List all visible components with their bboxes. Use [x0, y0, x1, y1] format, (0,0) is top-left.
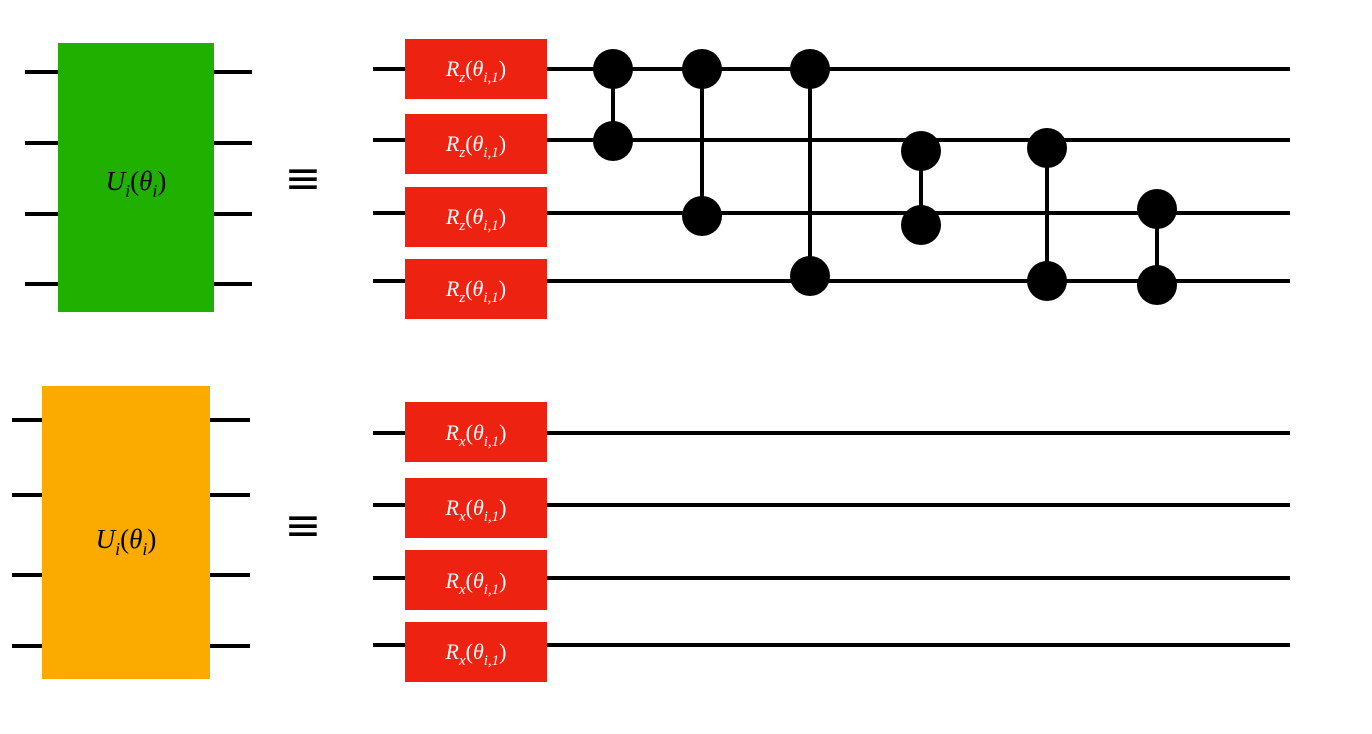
control-dot — [901, 205, 941, 245]
rz-gate-box — [405, 114, 547, 174]
control-dot — [790, 256, 830, 296]
circuit-block-top: Ui(θi) ≡ Rz(θi,1) Rz(θi,1) Rz(θi,1) Rz(θ… — [25, 39, 1290, 319]
unitary-block-orange — [42, 386, 210, 679]
control-dot — [1137, 189, 1177, 229]
control-dot — [901, 131, 941, 171]
cz-gate-q2-q3 — [901, 131, 941, 245]
cz-gate-q2-q4 — [1027, 128, 1067, 301]
unitary-label-top: Ui(θi) — [106, 166, 167, 201]
rz-gate-1: Rz(θi,1) — [405, 39, 547, 99]
rx-gate-label: Rx(θi,1) — [444, 639, 506, 669]
circuit-wires-top — [373, 67, 1290, 283]
rx-gate-4: Rx(θi,1) — [405, 622, 547, 682]
rx-gate-box — [405, 478, 547, 538]
equivalence-symbol-bottom: ≡ — [285, 500, 322, 551]
equivalence-symbol-top: ≡ — [285, 153, 322, 204]
rz-gate-box — [405, 259, 547, 319]
rx-gate-box — [405, 550, 547, 610]
control-dot — [682, 196, 722, 236]
rx-gate-box — [405, 402, 547, 462]
rx-gate-box — [405, 622, 547, 682]
rz-gate-box — [405, 39, 547, 99]
rz-gate-3: Rz(θi,1) — [405, 187, 547, 247]
cz-gate-q1-q3 — [682, 49, 722, 236]
control-dot — [1137, 265, 1177, 305]
rz-gate-box — [405, 187, 547, 247]
rx-gate-label: Rx(θi,1) — [444, 495, 506, 525]
rx-gate-2: Rx(θi,1) — [405, 478, 547, 538]
rz-gate-4: Rz(θi,1) — [405, 259, 547, 319]
control-dot — [1027, 128, 1067, 168]
rz-gate-label: Rz(θi,1) — [445, 131, 506, 161]
cz-gate-q3-q4 — [1137, 189, 1177, 305]
rx-gate-1: Rx(θi,1) — [405, 402, 547, 462]
control-dot — [682, 49, 722, 89]
circuit-block-bottom: Ui(θi) ≡ Rx(θi,1) Rx(θi,1) Rx(θi,1) Rx(θ… — [12, 386, 1290, 682]
rz-gate-2: Rz(θi,1) — [405, 114, 547, 174]
rx-gate-3: Rx(θi,1) — [405, 550, 547, 610]
control-dot — [1027, 261, 1067, 301]
unitary-label-bottom: Ui(θi) — [96, 524, 157, 559]
unitary-block-green — [58, 43, 214, 312]
cz-gate-q1-q2 — [593, 49, 633, 161]
rz-gate-label: Rz(θi,1) — [445, 276, 506, 306]
control-dot — [593, 121, 633, 161]
rx-gate-label: Rx(θi,1) — [444, 420, 506, 450]
rz-gate-label: Rz(θi,1) — [445, 56, 506, 86]
control-dot — [790, 49, 830, 89]
control-dot — [593, 49, 633, 89]
rz-gate-label: Rz(θi,1) — [445, 204, 506, 234]
circuit-wires-bottom — [373, 431, 1290, 647]
rx-gate-label: Rx(θi,1) — [444, 568, 506, 598]
cz-gate-q1-q4 — [790, 49, 830, 296]
